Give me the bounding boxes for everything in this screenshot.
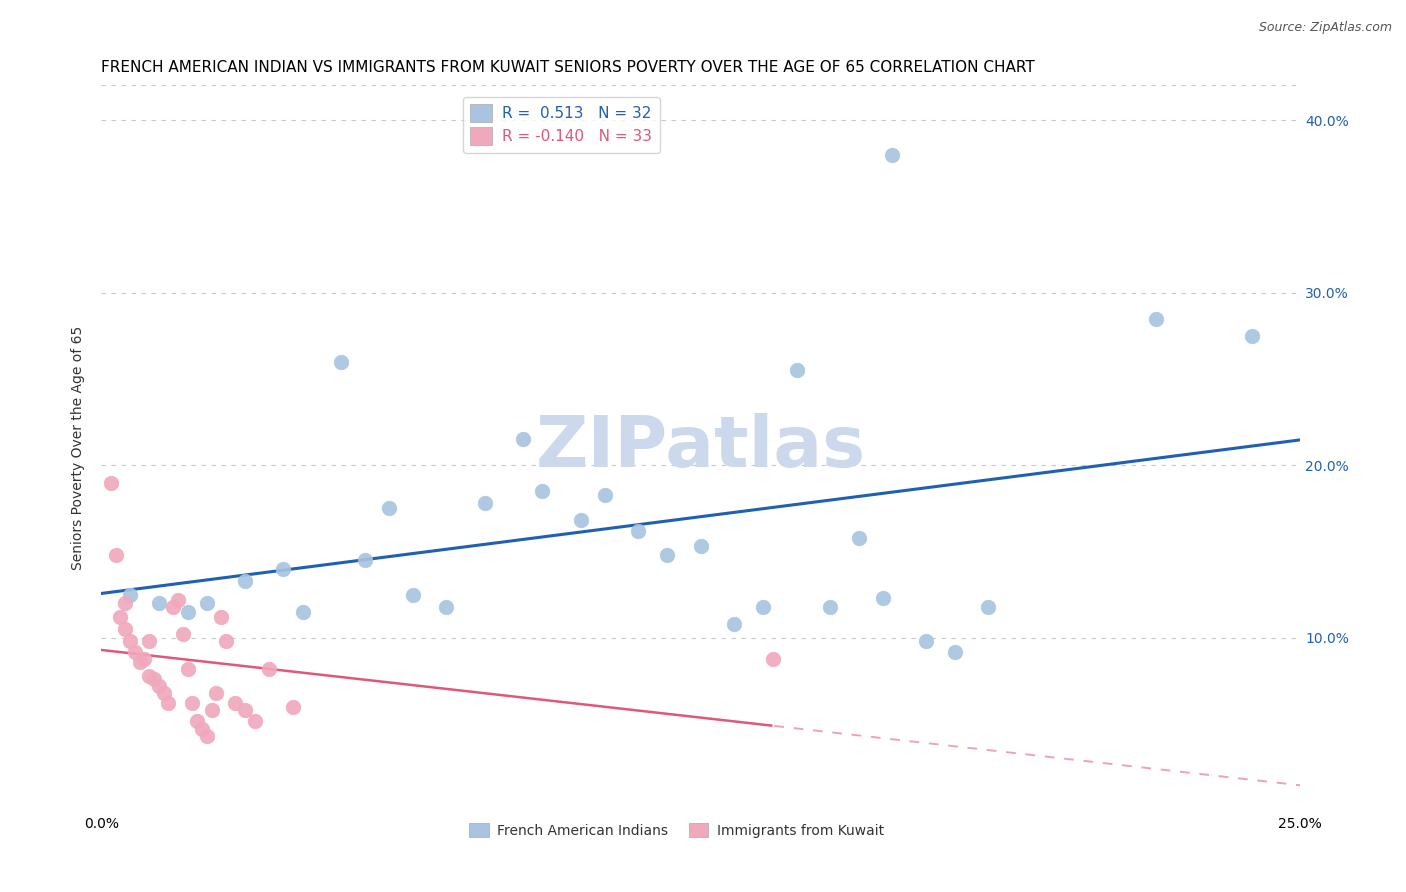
Point — [114, 622, 136, 636]
Point — [162, 599, 184, 614]
Point — [205, 686, 228, 700]
Point — [474, 496, 496, 510]
Point — [848, 531, 870, 545]
Point — [186, 714, 208, 728]
Point — [167, 593, 190, 607]
Point — [215, 634, 238, 648]
Point — [243, 714, 266, 728]
Y-axis label: Seniors Poverty Over the Age of 65: Seniors Poverty Over the Age of 65 — [72, 326, 86, 570]
Point — [872, 591, 894, 606]
Point — [273, 562, 295, 576]
Point — [172, 627, 194, 641]
Point — [291, 605, 314, 619]
Point — [943, 645, 966, 659]
Point — [195, 729, 218, 743]
Point — [569, 514, 592, 528]
Point — [689, 540, 711, 554]
Text: FRENCH AMERICAN INDIAN VS IMMIGRANTS FROM KUWAIT SENIORS POVERTY OVER THE AGE OF: FRENCH AMERICAN INDIAN VS IMMIGRANTS FRO… — [101, 60, 1035, 75]
Point — [128, 655, 150, 669]
Point — [281, 700, 304, 714]
Point — [224, 697, 246, 711]
Point — [378, 501, 401, 516]
Point — [402, 588, 425, 602]
Point — [257, 662, 280, 676]
Point — [152, 686, 174, 700]
Legend: French American Indians, Immigrants from Kuwait: French American Indians, Immigrants from… — [464, 817, 890, 844]
Point — [436, 599, 458, 614]
Point — [176, 605, 198, 619]
Point — [195, 596, 218, 610]
Point — [627, 524, 650, 538]
Point — [354, 553, 377, 567]
Point — [100, 475, 122, 490]
Point — [176, 662, 198, 676]
Point — [157, 697, 180, 711]
Point — [209, 610, 232, 624]
Point — [191, 723, 214, 737]
Point — [110, 610, 132, 624]
Point — [138, 634, 160, 648]
Point — [134, 651, 156, 665]
Point — [786, 363, 808, 377]
Point — [143, 673, 166, 687]
Point — [761, 651, 783, 665]
Point — [233, 703, 256, 717]
Point — [200, 703, 222, 717]
Point — [124, 645, 146, 659]
Text: ZIPatlas: ZIPatlas — [536, 414, 866, 483]
Point — [752, 599, 775, 614]
Point — [531, 484, 554, 499]
Point — [114, 596, 136, 610]
Point — [148, 596, 170, 610]
Point — [655, 548, 678, 562]
Point — [915, 634, 938, 648]
Point — [181, 697, 204, 711]
Point — [1144, 311, 1167, 326]
Point — [818, 599, 841, 614]
Point — [723, 617, 745, 632]
Point — [512, 433, 534, 447]
Point — [1241, 328, 1264, 343]
Point — [138, 669, 160, 683]
Point — [330, 354, 353, 368]
Point — [148, 679, 170, 693]
Point — [104, 548, 127, 562]
Text: Source: ZipAtlas.com: Source: ZipAtlas.com — [1258, 21, 1392, 34]
Point — [233, 574, 256, 588]
Point — [882, 147, 904, 161]
Point — [118, 634, 141, 648]
Point — [977, 599, 1000, 614]
Point — [118, 588, 141, 602]
Point — [593, 487, 616, 501]
